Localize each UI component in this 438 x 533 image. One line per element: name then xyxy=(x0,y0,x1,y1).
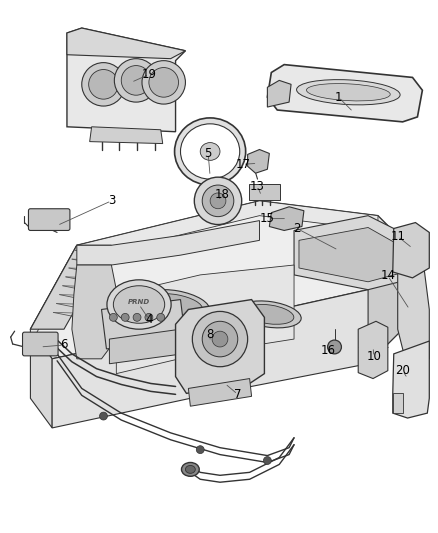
Polygon shape xyxy=(52,250,413,428)
Text: PRND: PRND xyxy=(128,298,150,304)
Text: 6: 6 xyxy=(60,338,68,351)
Polygon shape xyxy=(393,341,429,418)
Ellipse shape xyxy=(175,118,246,185)
Ellipse shape xyxy=(237,301,301,328)
Polygon shape xyxy=(196,191,224,206)
Circle shape xyxy=(192,311,247,367)
Polygon shape xyxy=(176,300,265,393)
Text: 14: 14 xyxy=(380,269,396,282)
Polygon shape xyxy=(67,28,185,59)
Circle shape xyxy=(263,457,271,464)
Circle shape xyxy=(121,313,129,321)
Ellipse shape xyxy=(113,286,165,324)
Polygon shape xyxy=(30,201,378,344)
Circle shape xyxy=(194,177,242,224)
Text: 4: 4 xyxy=(145,313,153,326)
Circle shape xyxy=(145,313,153,321)
Circle shape xyxy=(121,66,151,95)
Circle shape xyxy=(142,61,185,104)
Text: 16: 16 xyxy=(321,344,336,358)
Ellipse shape xyxy=(307,84,390,101)
Circle shape xyxy=(88,69,118,99)
Circle shape xyxy=(99,412,107,420)
Polygon shape xyxy=(267,80,291,107)
Polygon shape xyxy=(77,221,259,265)
Polygon shape xyxy=(30,201,413,359)
FancyBboxPatch shape xyxy=(249,184,280,200)
Text: 7: 7 xyxy=(234,388,241,401)
Text: 17: 17 xyxy=(235,158,250,171)
Ellipse shape xyxy=(107,280,171,329)
FancyBboxPatch shape xyxy=(28,209,70,230)
Ellipse shape xyxy=(185,465,195,473)
FancyBboxPatch shape xyxy=(22,332,58,356)
Ellipse shape xyxy=(245,304,294,324)
Polygon shape xyxy=(398,255,429,369)
Polygon shape xyxy=(72,265,117,359)
Text: 20: 20 xyxy=(395,364,410,377)
Polygon shape xyxy=(299,228,398,282)
Ellipse shape xyxy=(181,463,199,477)
Polygon shape xyxy=(269,207,304,230)
Ellipse shape xyxy=(200,143,220,160)
Text: 8: 8 xyxy=(206,328,214,341)
Text: 10: 10 xyxy=(367,350,381,364)
Circle shape xyxy=(196,446,204,454)
Polygon shape xyxy=(30,329,52,428)
Circle shape xyxy=(157,313,165,321)
Circle shape xyxy=(328,340,342,354)
Polygon shape xyxy=(117,265,294,374)
Polygon shape xyxy=(393,223,429,278)
Circle shape xyxy=(212,331,228,347)
Text: 18: 18 xyxy=(215,189,230,201)
Ellipse shape xyxy=(180,124,240,179)
Polygon shape xyxy=(368,250,413,364)
Text: 1: 1 xyxy=(335,91,342,104)
Polygon shape xyxy=(67,28,185,132)
Polygon shape xyxy=(294,216,408,290)
Polygon shape xyxy=(30,245,111,329)
Text: 2: 2 xyxy=(293,222,301,235)
Circle shape xyxy=(133,313,141,321)
Polygon shape xyxy=(102,300,185,349)
Circle shape xyxy=(110,313,117,321)
Text: 11: 11 xyxy=(390,230,405,243)
Polygon shape xyxy=(358,321,388,378)
Ellipse shape xyxy=(149,294,202,316)
Text: 13: 13 xyxy=(250,180,265,192)
Polygon shape xyxy=(267,64,422,122)
Text: 19: 19 xyxy=(141,68,156,81)
Polygon shape xyxy=(90,127,163,143)
Polygon shape xyxy=(110,329,183,364)
Text: 3: 3 xyxy=(108,195,115,207)
Ellipse shape xyxy=(297,79,400,105)
Circle shape xyxy=(114,59,158,102)
Ellipse shape xyxy=(141,289,210,319)
Circle shape xyxy=(149,68,179,97)
Circle shape xyxy=(82,62,125,106)
Polygon shape xyxy=(247,149,269,173)
Circle shape xyxy=(210,193,226,209)
Circle shape xyxy=(202,185,234,216)
Polygon shape xyxy=(188,378,251,406)
Text: 5: 5 xyxy=(205,147,212,160)
Text: 15: 15 xyxy=(260,212,275,225)
Polygon shape xyxy=(393,393,403,413)
Circle shape xyxy=(202,321,238,357)
